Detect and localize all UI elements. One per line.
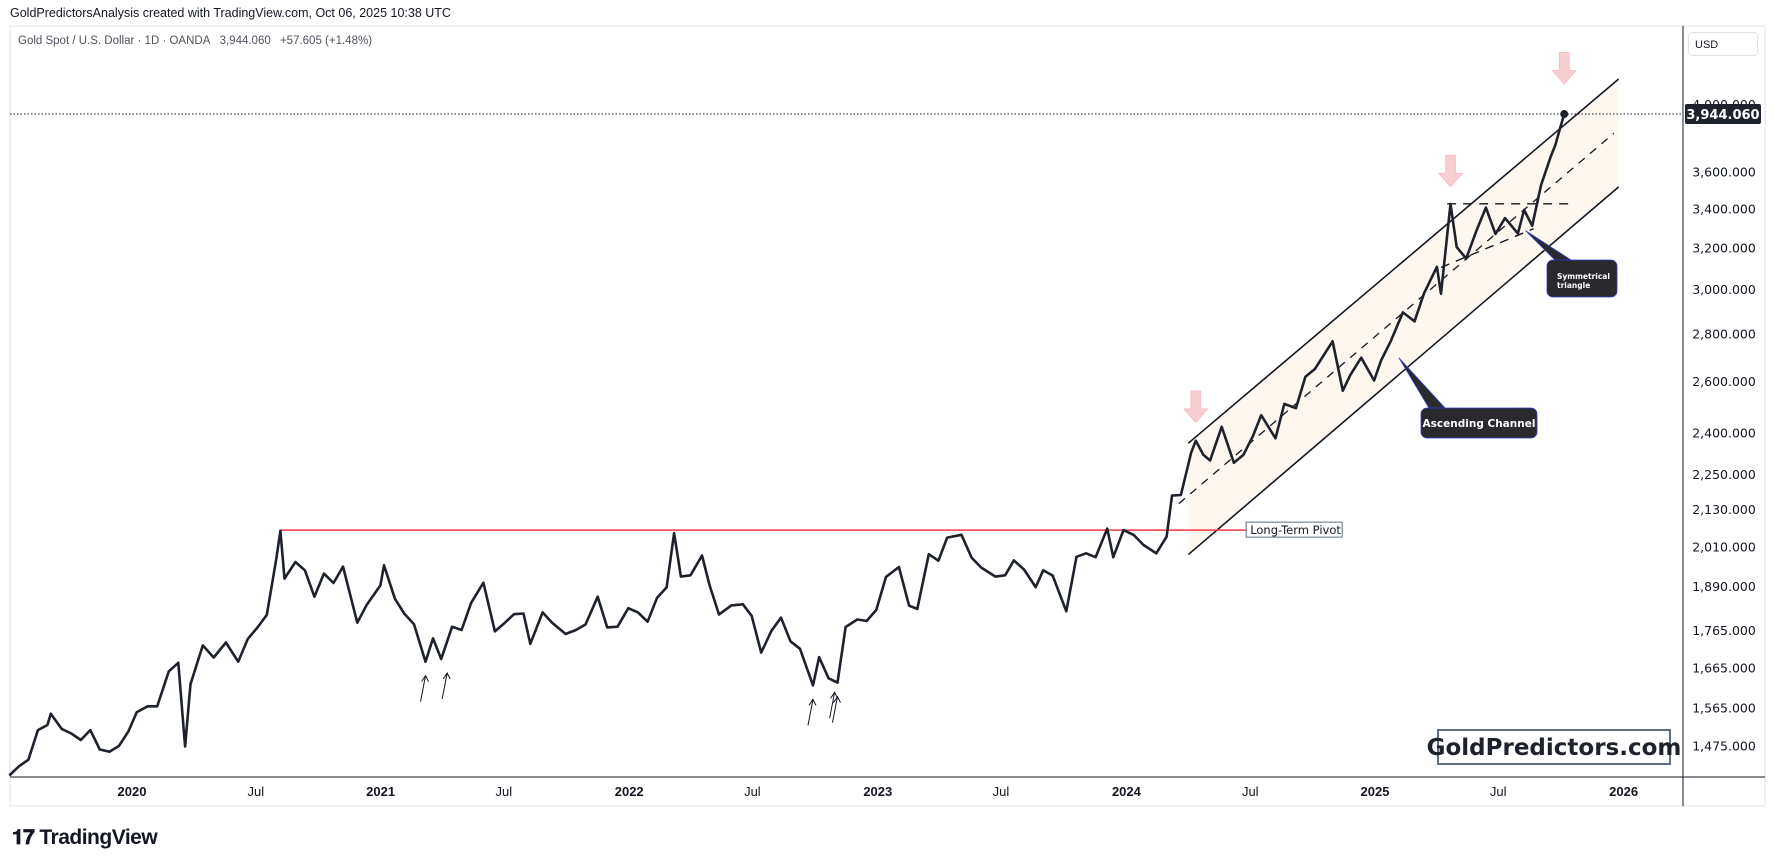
symmetrical-triangle-text-line: triangle <box>1557 281 1590 290</box>
last-price-value: 3,944.060 <box>219 35 271 47</box>
pivot-label-box <box>1245 521 1343 538</box>
time-axis-label: 2025 <box>1361 784 1390 799</box>
time-axis-label: 2022 <box>615 784 644 799</box>
ascending-channel-callout-box[interactable] <box>1420 407 1538 439</box>
time-axis-label: Jul <box>1242 784 1259 799</box>
price-line[interactable] <box>8 113 1566 777</box>
triangle-bottom-line[interactable] <box>1440 228 1534 269</box>
ascending-channel-callout-text: Ascending Channel <box>1423 418 1536 430</box>
time-axis-label: Jul <box>744 784 761 799</box>
last-price-tag <box>1685 104 1761 125</box>
time-axis-label: Jul <box>993 784 1010 799</box>
tradingview-logo[interactable]: 𝟏𝟕 TradingView <box>12 826 158 850</box>
price-axis-label: 3,400.000 <box>1692 201 1756 216</box>
price-axis-label: 1,890.000 <box>1692 579 1756 594</box>
chart-attribution: GoldPredictorsAnalysis created with Trad… <box>10 6 451 20</box>
price-axis-label: 2,600.000 <box>1692 374 1756 389</box>
low-arrow-icon <box>807 698 817 726</box>
price-axis-label: 1,665.000 <box>1692 661 1756 676</box>
symmetrical-triangle-callout-text: Symmetrical triangle <box>1557 272 1610 290</box>
symbol-legend: Gold Spot / U.S. Dollar · 1D · OANDA 3,9… <box>18 35 378 47</box>
watermark-box: GoldPredictors.com <box>1427 729 1682 765</box>
price-axis-label: 2,010.000 <box>1692 539 1756 554</box>
time-axis-label: Jul <box>495 784 512 799</box>
tradingview-logo-text: TradingView <box>39 826 158 849</box>
price-axis-label: 1,765.000 <box>1692 623 1756 638</box>
watermark-text: GoldPredictors.com <box>1427 735 1682 761</box>
price-axis-label: 3,200.000 <box>1692 240 1756 255</box>
chart-frame <box>9 25 1766 807</box>
low-arrow-icon <box>441 671 451 700</box>
high-arrow-icon <box>1437 154 1464 188</box>
price-axis-label: 3,000.000 <box>1692 282 1756 297</box>
high-arrow-icon <box>1183 390 1209 424</box>
time-axis-label: 2021 <box>366 784 395 799</box>
price-axis-label: 2,400.000 <box>1692 425 1756 440</box>
price-axis-label: 3,600.000 <box>1692 165 1756 180</box>
ascending-channel-callout-pointer <box>1398 357 1446 409</box>
price-change: +57.605 (+1.48%) <box>279 35 373 47</box>
time-axis-label: 2026 <box>1609 784 1638 799</box>
channel-lower-line[interactable] <box>1187 186 1620 556</box>
price-axis-label: 1,565.000 <box>1692 700 1756 715</box>
low-arrow-icon <box>420 674 429 702</box>
high-arrow-icon <box>1551 52 1577 85</box>
price-axis-label: 1,475.000 <box>1692 738 1756 753</box>
pivot-label: Long-Term Pivot <box>1250 523 1341 537</box>
currency-button[interactable]: USD <box>1688 32 1758 56</box>
low-arrow-icon <box>829 691 839 719</box>
symmetrical-triangle-text-line: Symmetrical <box>1557 272 1610 281</box>
symbol-name[interactable]: Gold Spot / U.S. Dollar · 1D · OANDA <box>18 35 211 47</box>
time-axis-label: 2024 <box>1112 784 1142 799</box>
channel-fill <box>1188 79 1619 555</box>
time-axis-label: Jul <box>248 784 265 799</box>
price-axis-label: 2,250.000 <box>1692 467 1756 482</box>
price-axis-label: 2,130.000 <box>1692 502 1756 517</box>
low-arrow-icon <box>831 695 841 723</box>
time-axis-label: Jul <box>1490 784 1507 799</box>
symmetrical-triangle-callout-box[interactable] <box>1546 259 1618 298</box>
last-price-tag-text: 3,944.060 <box>1686 108 1759 123</box>
price-axis-label: 2,800.000 <box>1692 326 1756 341</box>
channel-upper-line[interactable] <box>1187 78 1620 444</box>
tradingview-logo-icon: 𝟏𝟕 <box>12 826 35 849</box>
time-axis-label: 2020 <box>118 784 147 799</box>
time-axis-label: 2023 <box>863 784 892 799</box>
